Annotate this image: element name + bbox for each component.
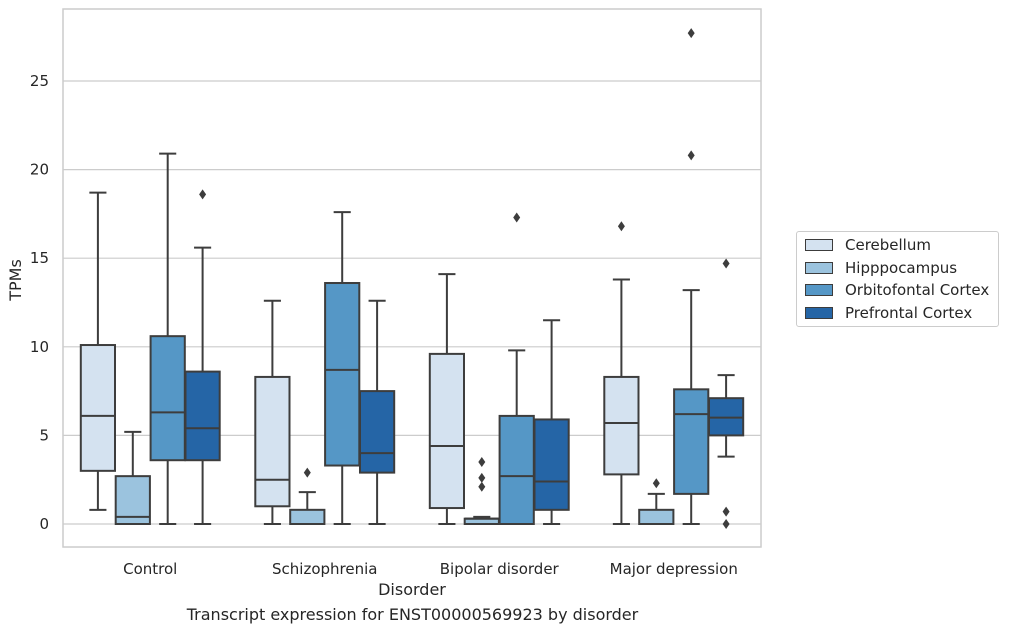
x-axis-ticks: Control Schizophrenia Bipolar disorder Majo… [123,560,738,578]
box-4-3 [673,28,710,525]
box-2-4 [358,299,396,525]
box-4-1-outlier-1 [617,221,625,232]
x-tick-label-4: Major depression [610,560,738,578]
box-4-3-outlier-1 [687,150,695,161]
box-1-3-iqr-box [149,335,186,462]
box-4-1-iqr-box [603,375,640,476]
box-1-4 [184,189,221,525]
box-3-2-outlier-1 [478,481,486,492]
box-4-4-outlier-3 [722,258,730,269]
box-3-2-outlier-3 [478,456,486,467]
box-1-4-outlier-1 [199,189,207,200]
box-3-1-iqr-box [428,352,466,510]
y-tick-label-10: 10 [30,338,49,356]
y-tick-label-0: 0 [39,515,49,533]
x-tick-label-3: Bipolar disorder [440,560,560,578]
box-2-3-iqr-box [324,282,361,467]
box-series [79,28,745,529]
legend-label-4: Prefrontal Cortex [845,303,973,322]
legend-label-3: Orbitofontal Cortex [845,281,990,299]
legend-item-3: Orbitofontal Cortex [805,280,989,300]
legend-item-2: Hipppocampus [805,258,957,278]
legend-swatch-2 [805,261,833,274]
box-2-1-iqr-box [254,375,291,508]
legend-item-1: Cerebellum [805,235,931,255]
y-tick-label-25: 25 [30,72,49,90]
box-3-4-iqr-box [533,418,570,511]
box-4-3-outlier-2 [687,28,695,39]
box-4-2-iqr-box [638,508,675,526]
box-2-4-iqr-box [358,390,396,474]
box-4-4 [707,258,745,529]
box-4-1 [603,221,640,525]
box-2-3 [324,211,361,525]
legend-swatch-3 [805,284,833,296]
box-4-2 [638,478,675,526]
box-4-3-iqr-box [673,388,710,495]
y-tick-label-5: 5 [39,426,49,444]
box-4-2-outlier-1 [652,478,660,489]
x-axis-label: Disorder [378,580,446,599]
legend-swatch-1 [805,239,833,251]
box-3-1 [428,273,466,525]
box-3-2-outlier-2 [478,472,486,483]
y-tick-label-20: 20 [30,161,49,179]
y-tick-label-15: 15 [30,249,49,267]
box-2-1 [254,299,291,525]
box-2-2-outlier-1 [303,467,311,478]
legend-label-2: Hipppocampus [845,258,958,277]
legend-label-1: Cerebellum [845,236,931,254]
box-3-3-outlier-1 [513,212,521,223]
x-tick-label-2: Schizophrenia [272,560,377,578]
legend-swatch-4 [805,306,833,319]
box-1-4-iqr-box [184,370,221,462]
box-2-2-iqr-box [289,508,326,526]
box-3-3 [498,212,535,525]
chart-caption: Transcript expression for ENST0000056992… [186,605,639,624]
x-tick-label-1: Control [123,560,177,578]
y-axis-label: TPMs [6,259,25,302]
box-1-1-iqr-box [79,344,117,472]
legend-item-4: Prefrontal Cortex [805,303,972,323]
box-1-1 [79,191,117,511]
box-3-4 [533,319,570,525]
legend: Cerebellum Hipppocampus Orbitofontal Corte… [796,231,999,327]
box-4-4-outlier-2 [722,506,730,517]
y-axis-ticks: 0 5 10 15 20 25 [30,72,49,533]
box-2-2 [289,467,326,526]
box-3-3-iqr-box [498,414,535,525]
box-1-2 [114,430,151,526]
box-4-4-outlier-1 [722,519,730,529]
